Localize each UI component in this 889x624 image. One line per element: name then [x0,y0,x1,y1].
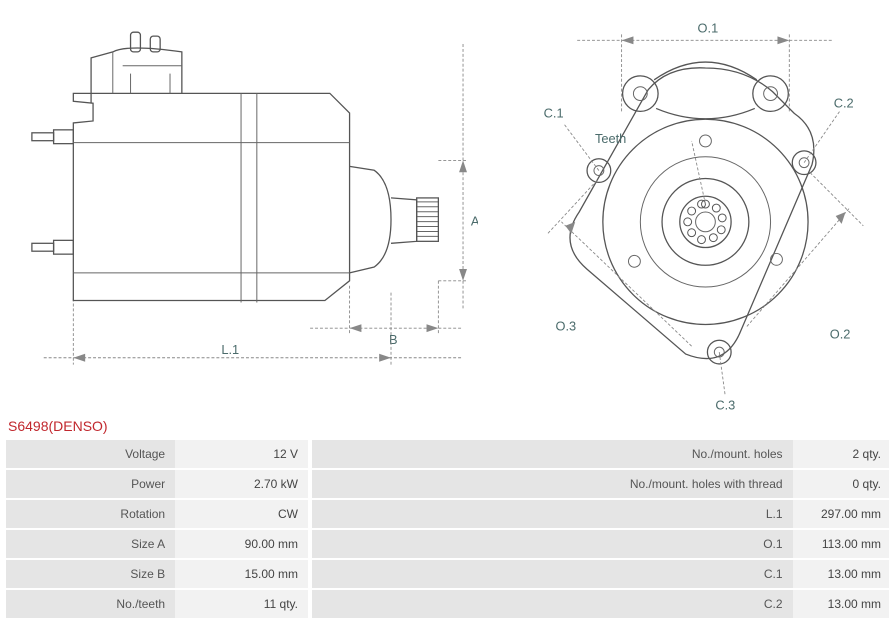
diagram-panel: A B L.1 [4,4,889,412]
dim-label-c2: C.2 [834,95,854,110]
spec-label: Power [6,470,175,498]
spec-table-left: Voltage12 V Power2.70 kW RotationCW Size… [6,438,308,620]
table-row: C.113.00 mm [312,560,889,588]
spec-label: Rotation [6,500,175,528]
spec-value: 13.00 mm [793,560,889,588]
dim-label-c3: C.3 [715,397,735,412]
spec-value: 113.00 mm [793,530,889,558]
spec-value: 13.00 mm [793,590,889,618]
table-row: No./mount. holes2 qty. [312,440,889,468]
spec-label: No./mount. holes [312,440,793,468]
table-row: Power2.70 kW [6,470,308,498]
dim-label-c1: C.1 [543,105,563,120]
spec-value: 15.00 mm [175,560,308,588]
spec-value: 11 qty. [175,590,308,618]
spec-value: 2 qty. [793,440,889,468]
table-row: L.1297.00 mm [312,500,889,528]
spec-label: Size B [6,560,175,588]
left-bolts [32,130,73,254]
dim-label-teeth: Teeth [595,131,626,146]
spec-label: No./mount. holes with thread [312,470,793,498]
dim-label-b: B [389,332,398,347]
spec-label: C.1 [312,560,793,588]
part-title: S6498(DENSO) [4,418,889,438]
dim-label-a: A [471,214,478,229]
table-row: C.213.00 mm [312,590,889,618]
dim-label-o3: O.3 [555,318,576,333]
table-row: Size A90.00 mm [6,530,308,558]
spec-value: 297.00 mm [793,500,889,528]
spec-tables: Voltage12 V Power2.70 kW RotationCW Size… [4,438,889,620]
side-view-diagram: A B L.1 [24,12,478,372]
table-row: No./mount. holes with thread0 qty. [312,470,889,498]
spec-label: Size A [6,530,175,558]
table-row: O.1113.00 mm [312,530,889,558]
spec-value: 12 V [175,440,308,468]
spec-label: O.1 [312,530,793,558]
spec-label: Voltage [6,440,175,468]
pinion-gear [417,198,439,241]
table-row: No./teeth11 qty. [6,590,308,618]
table-row: Voltage12 V [6,440,308,468]
spec-value: 90.00 mm [175,530,308,558]
table-row: Size B15.00 mm [6,560,308,588]
spec-table-right: No./mount. holes2 qty. No./mount. holes … [312,438,889,620]
table-row: RotationCW [6,500,308,528]
spec-value: 0 qty. [793,470,889,498]
spec-label: C.2 [312,590,793,618]
front-view-diagram: O.1 [518,12,873,412]
dim-label-o2: O.2 [830,326,851,341]
spec-value: CW [175,500,308,528]
front-gear-teeth [684,200,726,243]
dim-label-l1: L.1 [221,342,239,357]
dim-label-o1: O.1 [697,20,718,35]
spec-label: No./teeth [6,590,175,618]
spec-label: L.1 [312,500,793,528]
spec-value: 2.70 kW [175,470,308,498]
